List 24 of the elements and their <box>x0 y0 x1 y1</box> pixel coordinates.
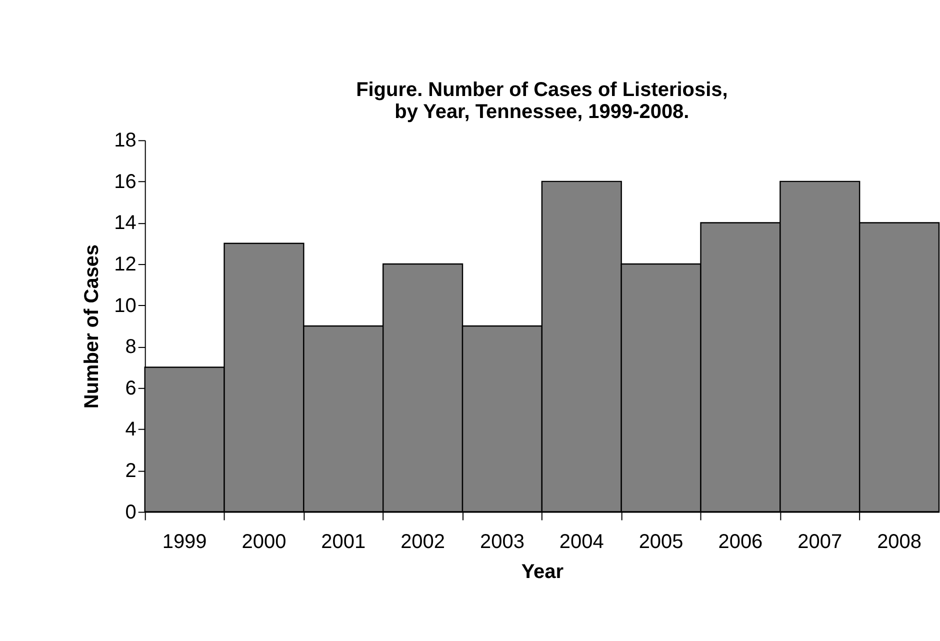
y-tick-label: 6 <box>125 377 136 400</box>
y-tick-label: 2 <box>125 460 136 482</box>
y-tick-label: 14 <box>114 212 136 234</box>
x-tick-label: 2000 <box>242 531 286 554</box>
y-tick-label: 4 <box>125 418 136 441</box>
x-tick-label: 2003 <box>480 531 524 554</box>
x-tick-label: 2004 <box>559 531 604 554</box>
x-tick-label: 2005 <box>638 531 684 554</box>
x-tick-label: 2007 <box>798 531 842 554</box>
y-axis-title: Number of Cases <box>81 244 104 409</box>
y-tick-label: 12 <box>114 254 136 276</box>
x-tick-label: 2002 <box>400 531 446 554</box>
y-tick-label: 10 <box>114 294 136 317</box>
x-tick-label: 2001 <box>321 531 366 554</box>
x-tick-label: 2006 <box>718 531 763 554</box>
y-tick-label: 8 <box>125 336 136 358</box>
text: Figure. Number of Cases of Listeriosis, <box>356 79 728 102</box>
x-tick-label: 1999 <box>162 531 207 554</box>
y-tick-label: 16 <box>114 170 136 193</box>
y-tick-label: 0 <box>125 501 136 524</box>
x-tick-label: 2008 <box>877 531 922 554</box>
y-tick-label: 18 <box>114 130 136 152</box>
text: by Year, Tennessee, 1999-2008. <box>394 101 690 124</box>
x-axis-title: Year <box>521 561 564 584</box>
